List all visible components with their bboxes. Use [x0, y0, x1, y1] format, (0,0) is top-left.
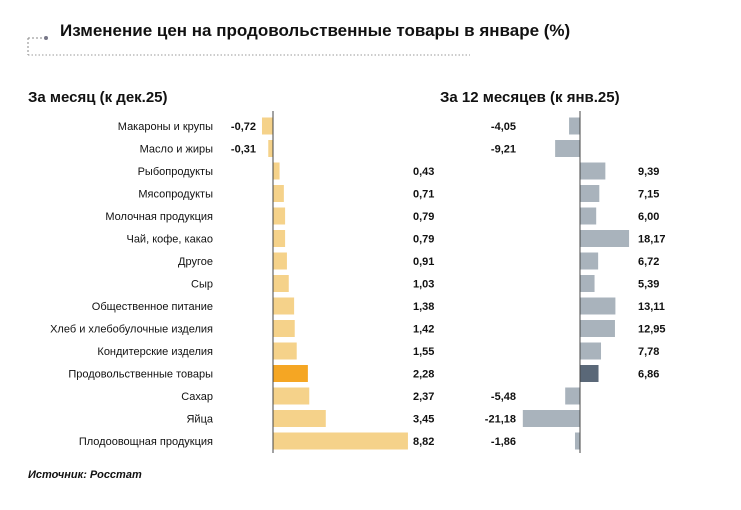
bar	[580, 342, 602, 360]
bar	[273, 275, 289, 292]
bar	[273, 207, 286, 225]
data-label: 12,95	[638, 324, 666, 336]
category-label: Хлеб и хлебобулочные изделия	[50, 324, 213, 336]
data-label: 18,17	[638, 234, 666, 246]
category-label: Масло и жиры	[140, 144, 213, 156]
bar	[273, 410, 326, 427]
category-label: Чай, кофе, какао	[126, 234, 213, 246]
data-label: 1,55	[413, 346, 434, 358]
data-label: -21,18	[485, 414, 516, 426]
data-label: 2,37	[413, 391, 434, 403]
data-label: 2,28	[413, 369, 434, 381]
title-decoration	[27, 36, 470, 56]
bar	[580, 275, 595, 292]
data-label: 0,91	[413, 256, 434, 268]
data-label: 7,15	[638, 189, 659, 201]
data-label: 7,78	[638, 346, 659, 358]
bar	[580, 185, 600, 202]
data-label: 6,00	[638, 211, 659, 223]
bar	[273, 230, 286, 247]
bar	[273, 185, 284, 202]
bar	[273, 297, 295, 315]
bar	[273, 432, 408, 450]
category-label: Мясопродукты	[138, 189, 213, 201]
bar	[580, 252, 599, 270]
source-note: Источник: Росстат	[28, 469, 142, 481]
bar	[273, 162, 280, 180]
data-label: 1,38	[413, 301, 434, 313]
data-label: -0,31	[231, 144, 256, 156]
category-label: Макароны и крупы	[118, 121, 213, 133]
bar	[565, 387, 580, 405]
data-label: 0,79	[413, 234, 434, 246]
data-label: -1,86	[491, 436, 516, 448]
data-label: 6,86	[638, 369, 659, 381]
bar	[580, 162, 606, 180]
data-label: 1,42	[413, 324, 434, 336]
data-label: 6,72	[638, 256, 659, 268]
bar	[273, 387, 310, 405]
bar	[273, 342, 297, 360]
bar	[580, 207, 597, 225]
category-label: Рыбопродукты	[138, 166, 214, 178]
bar	[261, 117, 273, 135]
category-label: Сахар	[181, 391, 213, 403]
category-label: Яйца	[186, 414, 213, 426]
data-label: 3,45	[413, 414, 434, 426]
panel-title-month: За месяц (к дек.25)	[28, 89, 168, 106]
data-label: -5,48	[491, 391, 516, 403]
bar	[522, 410, 580, 427]
data-label: 1,03	[413, 279, 434, 291]
data-label: -4,05	[491, 121, 516, 133]
bar	[555, 140, 580, 157]
bar	[273, 365, 308, 382]
data-label: 13,11	[638, 301, 665, 313]
panel-title-year: За 12 месяцев (к янв.25)	[440, 89, 620, 106]
category-label: Общественное питание	[92, 301, 213, 313]
data-label: 5,39	[638, 279, 659, 291]
category-label: Молочная продукция	[105, 211, 213, 223]
category-label: Кондитерские изделия	[97, 346, 213, 358]
category-label: Плодоовощная продукция	[79, 436, 213, 448]
bar	[273, 320, 295, 337]
bar	[273, 252, 287, 270]
bar	[580, 230, 630, 247]
category-label: Продовольственные товары	[68, 369, 213, 381]
data-label: 8,82	[413, 436, 434, 448]
chart-title: Изменение цен на продовольственные товар…	[60, 21, 570, 40]
bar	[580, 365, 599, 382]
bar	[580, 297, 616, 315]
bar	[569, 117, 580, 135]
data-label: 0,79	[413, 211, 434, 223]
data-label: 0,71	[413, 189, 434, 201]
bar	[268, 140, 273, 157]
category-label: Сыр	[191, 279, 213, 291]
category-label: Другое	[178, 256, 213, 268]
data-label: 0,43	[413, 166, 434, 178]
data-label: 9,39	[638, 166, 659, 178]
bar	[580, 320, 615, 337]
data-label: -9,21	[491, 144, 516, 156]
bar	[574, 432, 580, 450]
data-label: -0,72	[231, 121, 256, 133]
